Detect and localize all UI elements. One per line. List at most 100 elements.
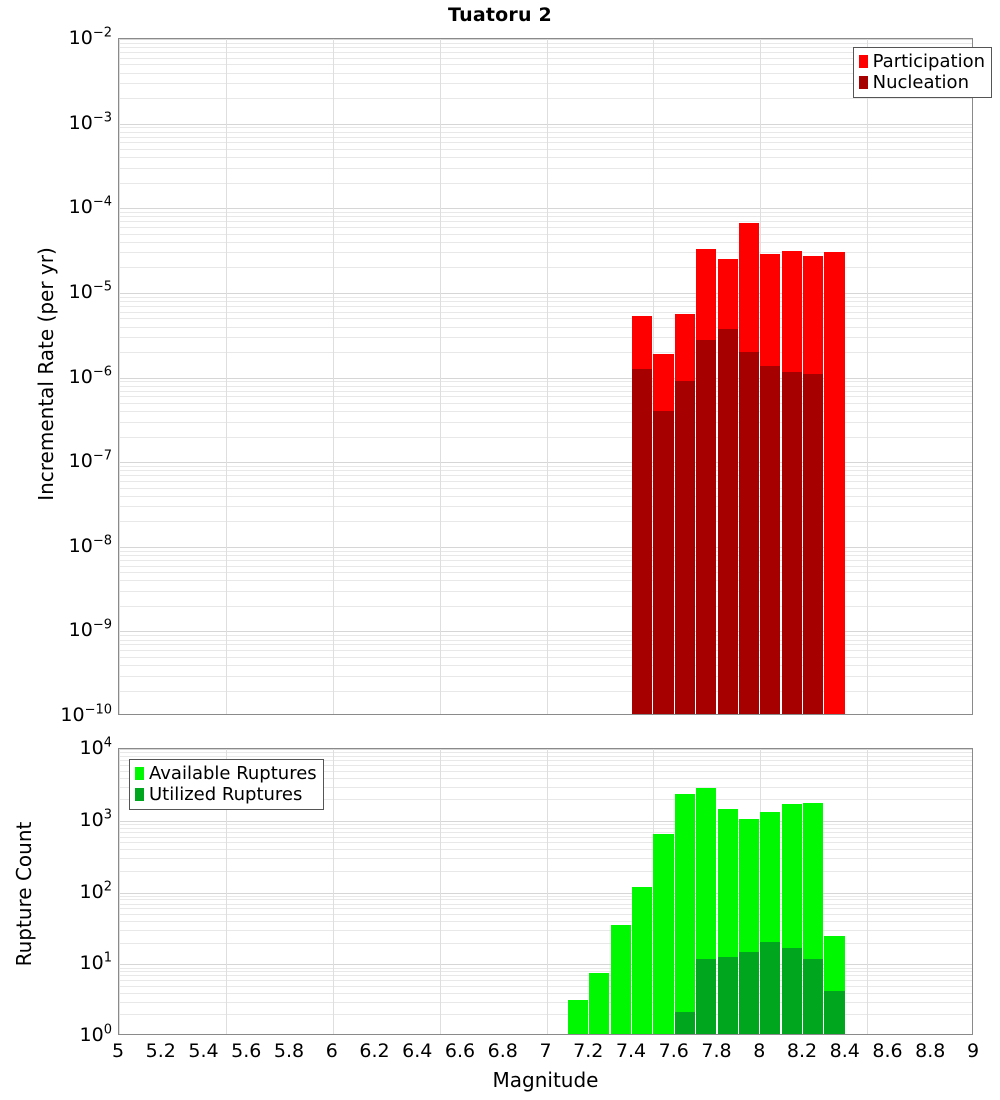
bar-group bbox=[781, 749, 802, 1034]
gridline-horizontal bbox=[119, 870, 972, 872]
gridline-horizontal bbox=[119, 827, 972, 829]
gridline-vertical bbox=[867, 749, 869, 1034]
bar-group bbox=[653, 749, 674, 1034]
bar-group bbox=[589, 749, 610, 1034]
bar-segment-nucleation bbox=[803, 373, 824, 714]
gridline-horizontal bbox=[119, 487, 972, 489]
legend-label: Available Ruptures bbox=[149, 763, 317, 784]
legend-label: Nucleation bbox=[872, 72, 969, 94]
gridline-horizontal bbox=[119, 942, 972, 944]
bar-group bbox=[547, 749, 567, 1034]
bar-segment-nucleation bbox=[632, 368, 653, 714]
gridline-horizontal bbox=[119, 572, 972, 574]
gridline-horizontal bbox=[119, 157, 972, 159]
gridline-horizontal bbox=[119, 98, 972, 100]
bar-segment-nucleation bbox=[717, 329, 738, 714]
gridline-horizontal bbox=[119, 975, 972, 977]
y-tick-label: 100 bbox=[79, 1022, 112, 1046]
top-legend: Participation Nucleation bbox=[852, 47, 992, 99]
gridline-horizontal bbox=[119, 755, 972, 757]
gridline-horizontal bbox=[119, 752, 972, 754]
y-tick-label: 10−9 bbox=[68, 618, 112, 642]
top-y-ticks: 10−2 10−3 10−4 10−5 10−6 10−7 10−8 10−9 10−10 bbox=[0, 27, 112, 726]
y-tick-label: 10−3 bbox=[68, 110, 112, 134]
gridline-horizontal bbox=[119, 123, 972, 125]
bar-segment-nucleation bbox=[696, 340, 717, 714]
y-tick-label: 10−8 bbox=[68, 533, 112, 557]
gridline-horizontal bbox=[119, 318, 972, 320]
legend-item-nucleation[interactable]: Nucleation bbox=[858, 72, 985, 94]
y-tick-label: 10−10 bbox=[60, 702, 112, 726]
gridline-horizontal bbox=[119, 749, 972, 750]
gridline-horizontal bbox=[119, 208, 972, 210]
bar-group bbox=[717, 749, 738, 1034]
bar-group bbox=[781, 39, 802, 714]
nucleation-swatch-icon bbox=[858, 76, 868, 90]
bar-segment-utilized-ruptures bbox=[696, 959, 717, 1034]
gridline-horizontal bbox=[119, 554, 972, 556]
gridline-horizontal bbox=[119, 182, 972, 184]
gridline-horizontal bbox=[119, 64, 972, 66]
gridline-vertical bbox=[439, 749, 441, 1034]
bar-segment-nucleation bbox=[674, 381, 695, 714]
bar-segment-nucleation bbox=[653, 411, 674, 714]
x-tick-label: 7.8 bbox=[701, 1040, 732, 1062]
gridline-horizontal bbox=[119, 292, 972, 294]
gridline-horizontal bbox=[119, 590, 972, 592]
bar-group bbox=[738, 39, 760, 714]
gridline-horizontal bbox=[119, 352, 972, 354]
gridline-vertical bbox=[546, 39, 548, 714]
gridline-horizontal bbox=[119, 411, 972, 413]
gridline-horizontal bbox=[119, 385, 972, 387]
gridline-horizontal bbox=[119, 381, 972, 383]
gridline-horizontal bbox=[119, 559, 972, 561]
gridline-horizontal bbox=[119, 565, 972, 567]
x-tick-label: 7.4 bbox=[615, 1040, 647, 1062]
gridline-horizontal bbox=[119, 914, 972, 916]
bottom-y-axis-label: Rupture Count bbox=[12, 821, 36, 967]
gridline-horizontal bbox=[119, 824, 972, 826]
bar-group bbox=[632, 39, 653, 714]
bottom-gridlines bbox=[119, 749, 972, 1034]
y-tick-label: 10−2 bbox=[68, 25, 112, 49]
gridline-horizontal bbox=[119, 296, 972, 298]
x-axis-label: Magnitude bbox=[492, 1068, 599, 1092]
gridline-horizontal bbox=[119, 136, 972, 138]
gridline-horizontal bbox=[119, 52, 972, 54]
y-tick-label: 103 bbox=[79, 807, 112, 831]
gridline-horizontal bbox=[119, 899, 972, 901]
gridline-horizontal bbox=[119, 480, 972, 482]
bar-group bbox=[504, 749, 524, 1034]
legend-item-available-ruptures[interactable]: Available Ruptures bbox=[135, 763, 317, 784]
gridline-horizontal bbox=[119, 131, 972, 133]
gridline-horizontal bbox=[119, 301, 972, 303]
x-tick-label: 6.4 bbox=[402, 1040, 433, 1062]
y-tick-label: 10−5 bbox=[68, 279, 112, 303]
gridline-horizontal bbox=[119, 690, 972, 692]
gridline-horizontal bbox=[119, 216, 972, 218]
x-tick-label: 6 bbox=[325, 1040, 338, 1062]
legend-item-utilized-ruptures[interactable]: Utilized Ruptures bbox=[135, 784, 317, 805]
gridline-horizontal bbox=[119, 57, 972, 59]
bar-group bbox=[567, 749, 589, 1034]
gridline-horizontal bbox=[119, 462, 972, 464]
gridline-horizontal bbox=[119, 127, 972, 129]
x-tick-label: 6.8 bbox=[487, 1040, 518, 1062]
top-y-axis-label: Incremental Rate (per yr) bbox=[34, 247, 58, 501]
x-tick-label: 8.6 bbox=[872, 1040, 903, 1062]
utilized-ruptures-swatch-icon bbox=[135, 788, 144, 802]
legend-label: Participation bbox=[872, 51, 985, 72]
gridline-horizontal bbox=[119, 465, 972, 467]
bar-group bbox=[738, 749, 760, 1034]
gridline-vertical bbox=[546, 749, 548, 1034]
gridline-horizontal bbox=[119, 83, 972, 85]
bar-group bbox=[696, 749, 717, 1034]
gridline-horizontal bbox=[119, 550, 972, 552]
legend-item-participation[interactable]: Participation bbox=[858, 51, 985, 72]
gridline-horizontal bbox=[119, 167, 972, 169]
x-tick-label: 9 bbox=[966, 1040, 980, 1062]
gridline-horizontal bbox=[119, 980, 972, 982]
gridline-vertical bbox=[225, 749, 227, 1034]
bar-group bbox=[674, 39, 695, 714]
bar-segment-nucleation bbox=[760, 365, 781, 714]
